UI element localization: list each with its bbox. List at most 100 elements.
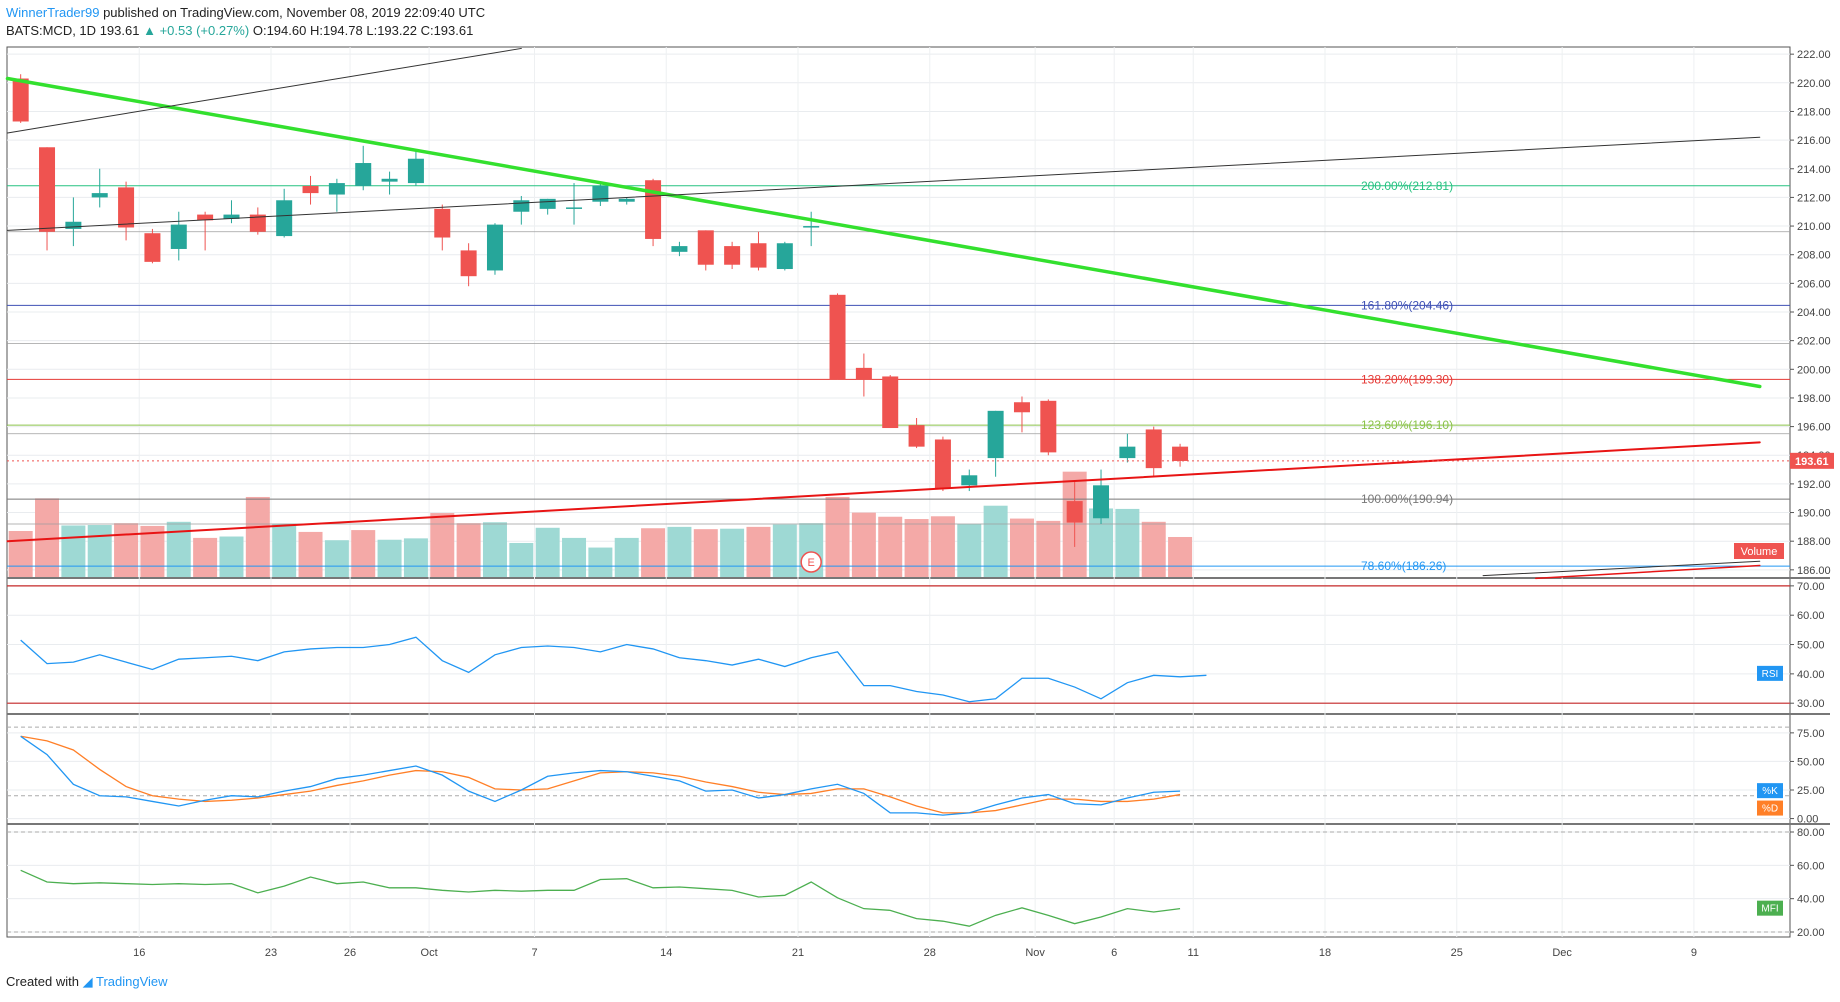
x-tick-label: 6 <box>1111 947 1117 959</box>
trendline <box>5 76 1762 389</box>
volume-bar <box>377 539 402 577</box>
candle-down <box>1013 402 1030 413</box>
y-tick-label: 60.00 <box>1797 610 1825 622</box>
volume-bar <box>245 496 270 577</box>
volume-bar <box>219 536 244 577</box>
change-value: +0.53 (+0.27%) <box>159 23 250 38</box>
candle-down <box>118 187 135 228</box>
candle-down <box>855 367 872 380</box>
candle-up <box>65 221 82 229</box>
y-tick-label: 20.00 <box>1797 927 1825 939</box>
fib-level-label: 100.00%(190.94) <box>1361 492 1453 506</box>
y-tick-label: 186.00 <box>1797 565 1831 577</box>
volume-bar <box>114 523 139 577</box>
chart-header: WinnerTrader99 published on TradingView.… <box>6 4 485 40</box>
stoch-k-label: %K <box>1762 786 1778 797</box>
y-tick-label: 212.00 <box>1797 192 1831 204</box>
y-tick-label: 50.00 <box>1797 756 1825 768</box>
volume-bar <box>562 537 587 577</box>
candle-down <box>829 294 846 380</box>
trendline <box>7 47 522 134</box>
x-tick-label: 21 <box>792 947 804 959</box>
y-tick-label: 25.00 <box>1797 785 1825 797</box>
volume-bar <box>772 524 797 577</box>
publish-line: WinnerTrader99 published on TradingView.… <box>6 4 485 22</box>
y-tick-label: 40.00 <box>1797 669 1825 681</box>
earnings-icon <box>800 551 822 573</box>
trendline <box>7 136 1761 231</box>
y-tick-label: 222.00 <box>1797 49 1831 61</box>
y-tick-label: 30.00 <box>1797 698 1825 710</box>
candle-down <box>12 78 29 122</box>
volume-bar <box>720 528 745 577</box>
x-tick-label: 16 <box>133 947 145 959</box>
tradingview-logo-icon: ◢ <box>82 974 93 989</box>
volume-bar <box>693 529 718 577</box>
author-link[interactable]: WinnerTrader99 <box>6 5 100 20</box>
y-tick-label: 198.00 <box>1797 393 1831 405</box>
fib-level-label: 78.60%(186.26) <box>1361 559 1446 573</box>
x-tick-label: 23 <box>265 947 277 959</box>
y-tick-label: 80.00 <box>1797 827 1825 839</box>
candle-down <box>197 214 214 221</box>
candle-down <box>144 233 161 262</box>
y-tick-label: 40.00 <box>1797 894 1825 906</box>
stoch-d-badge <box>1757 800 1783 816</box>
volume-bar <box>430 513 455 577</box>
stoch-d-label: %D <box>1762 804 1778 815</box>
last-price-badge <box>1790 452 1834 469</box>
change-up-icon: ▲ <box>143 23 156 38</box>
volume-bar <box>1009 518 1034 577</box>
x-tick-label: Dec <box>1552 947 1572 959</box>
publish-info: published on TradingView.com, November 0… <box>103 5 486 20</box>
volume-bar <box>193 537 218 577</box>
volume-bar <box>298 531 323 577</box>
fib-level-label: 200.00%(212.81) <box>1361 179 1453 193</box>
volume-bar <box>482 522 507 577</box>
candle-down <box>39 147 56 232</box>
y-tick-label: 202.00 <box>1797 336 1831 348</box>
volume-bar <box>1168 536 1193 577</box>
candle-up <box>539 198 556 209</box>
candle-down <box>302 185 319 194</box>
trendline <box>6 441 1761 543</box>
ohlc-line: BATS:MCD, 1D 193.61 ▲ +0.53 (+0.27%) O:1… <box>6 22 485 40</box>
candle-down <box>1145 429 1162 469</box>
low-label: L: <box>366 23 378 38</box>
y-tick-label: 75.00 <box>1797 728 1825 740</box>
candle-up <box>1119 446 1136 459</box>
stoch-k-line <box>20 735 1181 816</box>
volume-bar <box>930 516 955 577</box>
candle-down <box>750 243 767 268</box>
volume-bar <box>456 523 481 577</box>
close-value: 193.61 <box>433 23 474 38</box>
volume-bar <box>614 537 639 577</box>
candle-up <box>803 226 820 228</box>
footer: Created with ◢ TradingView <box>6 974 168 990</box>
volume-bar <box>351 530 376 577</box>
y-tick-label: 220.00 <box>1797 78 1831 90</box>
volume-bar <box>1115 508 1140 577</box>
high-value: 194.78 <box>322 23 363 38</box>
stoch-d-line <box>20 735 1181 814</box>
volume-bar <box>746 526 771 577</box>
close-label: C: <box>420 23 434 38</box>
x-tick-label: 28 <box>924 947 936 959</box>
y-tick-label: 50.00 <box>1797 640 1825 652</box>
volume-bar <box>8 531 33 577</box>
candle-down <box>1040 400 1057 453</box>
candle-up <box>328 183 345 195</box>
y-tick-label: 60.00 <box>1797 860 1825 872</box>
candle-up <box>592 185 609 202</box>
created-with: Created with <box>6 974 79 989</box>
candle-down <box>934 439 951 489</box>
y-tick-label: 196.00 <box>1797 422 1831 434</box>
mfi-badge <box>1757 900 1783 916</box>
y-tick-label: 216.00 <box>1797 135 1831 147</box>
x-tick-label: 7 <box>531 947 537 959</box>
candle-up <box>91 193 108 198</box>
tradingview-brand[interactable]: TradingView <box>96 974 168 989</box>
plot-frame <box>6 46 1791 938</box>
volume-bar <box>403 538 428 577</box>
